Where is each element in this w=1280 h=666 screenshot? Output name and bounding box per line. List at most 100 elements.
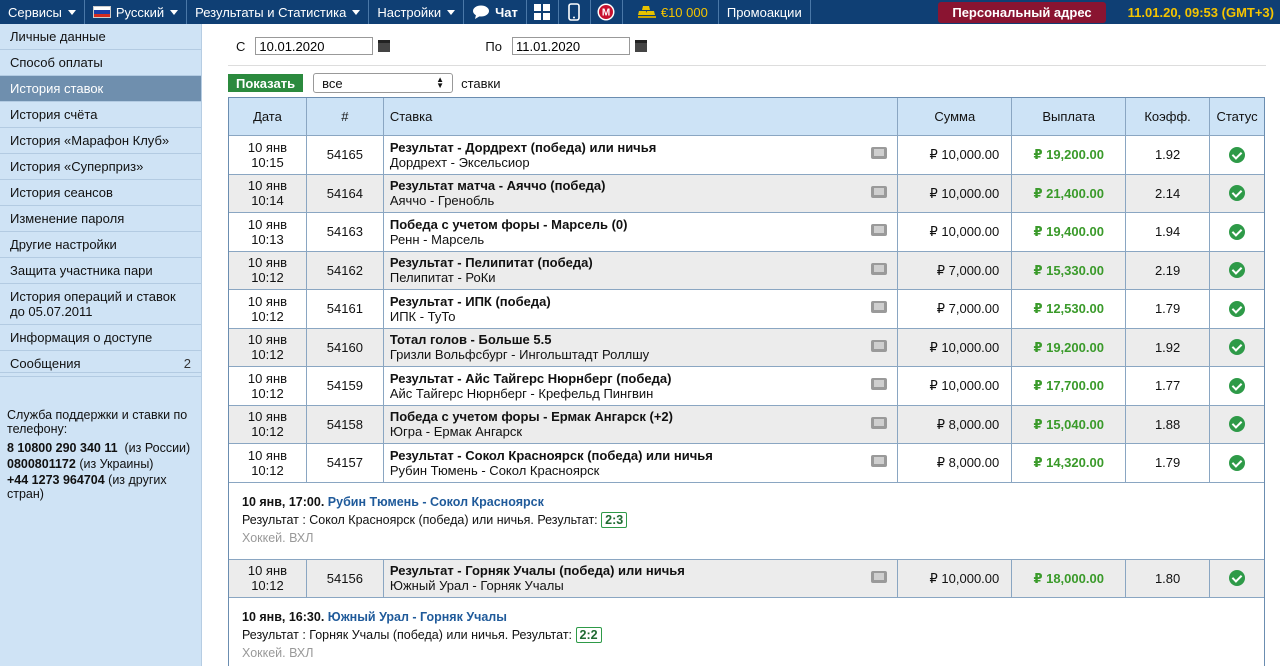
coef-cell: 1.79 (1126, 290, 1211, 328)
table-row[interactable]: 10 янв 10:12 54160 Тотал голов - Больше 5… (229, 328, 1264, 367)
tv-broadcast-icon[interactable] (871, 416, 888, 429)
tv-broadcast-icon[interactable] (871, 339, 888, 352)
table-row[interactable]: 10 янв 10:12 54161 Результат - ИПК (побед… (229, 290, 1264, 329)
select-arrows-icon: ▲ ▼ (436, 75, 445, 90)
chevron-down-icon (352, 9, 361, 15)
sidebar-item-payment-method[interactable]: Способ оплаты (0, 50, 201, 76)
bet-match: Южный Урал - Горняк Учалы (389, 578, 564, 594)
sidebar-menu: Личные данные Способ оплаты История став… (0, 24, 201, 377)
tv-broadcast-icon[interactable] (871, 455, 888, 467)
tv-broadcast-icon[interactable] (871, 570, 888, 583)
sidebar-item-label: История «Марафон Клуб» (10, 133, 170, 148)
header-coef[interactable]: Коэфф. (1126, 98, 1211, 135)
bet-title: Победа с учетом форы - Ермак Ангарск (+2… (389, 409, 673, 425)
check-circle-icon (1229, 377, 1246, 394)
date-time: 10:12 (251, 424, 284, 440)
check-circle-icon (1229, 339, 1246, 356)
header-bet[interactable]: Ставка (384, 98, 899, 135)
mobile-app-button[interactable] (559, 0, 591, 24)
phone-number: +44 1273 964704 (7, 473, 105, 487)
balance-button[interactable]: €10 000 (623, 0, 719, 24)
date-time: 10:15 (251, 154, 284, 170)
header-sum[interactable]: Сумма (898, 98, 1013, 135)
table-row[interactable]: 10 янв 10:12 54156 Результат - Горняк Уча… (229, 559, 1264, 598)
detail-teams-link[interactable]: Рубин Тюмень - Сокол Красноярск (327, 494, 544, 509)
header-payout[interactable]: Выплата (1012, 98, 1127, 135)
bet-title: Результат - Сокол Красноярск (победа) ил… (389, 447, 713, 463)
windows-app-button[interactable] (527, 0, 559, 24)
personal-address-button[interactable]: Персональный адрес (938, 1, 1106, 23)
sidebar-item-messages[interactable]: Сообщения 2 (0, 351, 201, 377)
sidebar-item-label: История счёта (10, 107, 98, 122)
coef-cell: 1.92 (1126, 328, 1211, 366)
bet-cell: Результат - Горняк Учалы (победа) или ни… (384, 559, 899, 597)
bet-cell: Результат матча - Аяччо (победа) Аяччо - … (384, 174, 899, 212)
table-row[interactable]: 10 янв 10:12 54162 Результат - Пелипитат … (229, 251, 1264, 290)
sidebar-item-marathon-club-history[interactable]: История «Марафон Клуб» (0, 128, 201, 154)
services-menu[interactable]: Сервисы (0, 0, 85, 24)
sidebar-item-label: Защита участника пари (10, 263, 153, 278)
sum-cell: ₽ 10,000.00 (898, 136, 1013, 174)
table-row[interactable]: 10 янв 10:12 54158 Победа с учетом форы -… (229, 405, 1264, 444)
score-badge: 2:2 (575, 627, 602, 643)
table-row[interactable]: 10 янв 10:12 54157 Результат - Сокол Крас… (229, 444, 1264, 483)
tv-broadcast-icon[interactable] (871, 301, 888, 313)
phone-ukraine: 0800801172 (из Украины) (7, 457, 197, 471)
chat-button[interactable]: Чат (464, 0, 527, 24)
sidebar-item-account-history[interactable]: История счёта (0, 102, 201, 128)
bet-type-select[interactable]: все ▲ ▼ (313, 73, 454, 93)
services-label: Сервисы (8, 4, 62, 20)
detail-teams-link[interactable]: Южный Урал - Горняк Учалы (327, 610, 507, 624)
check-circle-icon (1229, 146, 1246, 163)
tv-broadcast-icon[interactable] (871, 224, 888, 236)
check-circle-icon (1229, 300, 1246, 317)
sidebar-item-personal-data[interactable]: Личные данные (0, 24, 201, 50)
language-menu[interactable]: Русский (85, 0, 188, 24)
date-filters: С По (236, 36, 1266, 56)
table-row[interactable]: 10 янв 10:12 54159 Результат - Айс Тайгер… (229, 367, 1264, 406)
sidebar-divider (0, 372, 202, 373)
to-label: По (485, 38, 502, 54)
sidebar-item-superprize-history[interactable]: История «Суперприз» (0, 154, 201, 180)
detail-result: Результат : Сокол Красноярск (победа) ил… (242, 511, 1251, 529)
filter-divider (228, 65, 1266, 66)
from-date-input[interactable] (255, 37, 374, 55)
tv-broadcast-icon[interactable] (871, 378, 888, 390)
date-day: 10 янв (247, 293, 288, 309)
date-time: 10:12 (251, 270, 284, 286)
bet-id-cell: 54156 (307, 559, 384, 597)
table-row[interactable]: 10 янв 10:15 54165 Результат - Дордрехт (… (229, 136, 1264, 175)
coef-cell: 1.94 (1126, 213, 1211, 251)
tv-broadcast-icon[interactable] (871, 147, 888, 159)
sidebar-item-old-history[interactable]: История операций и ставок до 05.07.2011 (0, 284, 201, 325)
coef-cell: 2.19 (1126, 251, 1211, 289)
show-button[interactable]: Показать (228, 74, 304, 92)
status-cell (1210, 406, 1264, 444)
sidebar-item-session-history[interactable]: История сеансов (0, 180, 201, 206)
status-cell (1210, 367, 1264, 405)
clock-display: 11.01.20, 09:53 (GMT+3) (1127, 4, 1274, 20)
results-menu[interactable]: Результаты и Статистика (187, 0, 370, 24)
header-date[interactable]: Дата (229, 98, 307, 135)
header-status[interactable]: Статус (1216, 109, 1258, 124)
to-date-input[interactable] (511, 37, 630, 55)
sum-cell: ₽ 10,000.00 (898, 213, 1013, 251)
promotions-link[interactable]: Промоакции (719, 0, 811, 24)
sidebar-item-access-info[interactable]: Информация о доступе (0, 325, 201, 351)
tv-broadcast-icon[interactable] (871, 185, 888, 198)
table-row[interactable]: 10 янв 10:14 54164 Результат матча - Аячч… (229, 174, 1264, 213)
sidebar-item-bettor-protection[interactable]: Защита участника пари (0, 258, 201, 284)
calendar-icon[interactable] (378, 40, 391, 52)
settings-menu[interactable]: Настройки (369, 0, 465, 24)
date-day: 10 янв (247, 216, 288, 232)
calendar-icon[interactable] (634, 40, 647, 52)
marathon-club-button[interactable]: M (591, 0, 623, 24)
sidebar-item-bet-history[interactable]: История ставок (0, 76, 201, 102)
header-number[interactable]: # (307, 98, 384, 135)
sidebar-item-other-settings[interactable]: Другие настройки (0, 232, 201, 258)
tv-broadcast-icon[interactable] (871, 262, 888, 275)
match-detail: 10 янв, 16:30. Южный Урал - Горняк Учалы… (229, 598, 1264, 666)
table-row[interactable]: 10 янв 10:13 54163 Победа с учетом форы -… (229, 213, 1264, 252)
sidebar-item-change-password[interactable]: Изменение пароля (0, 206, 201, 232)
check-circle-icon (1229, 570, 1246, 587)
